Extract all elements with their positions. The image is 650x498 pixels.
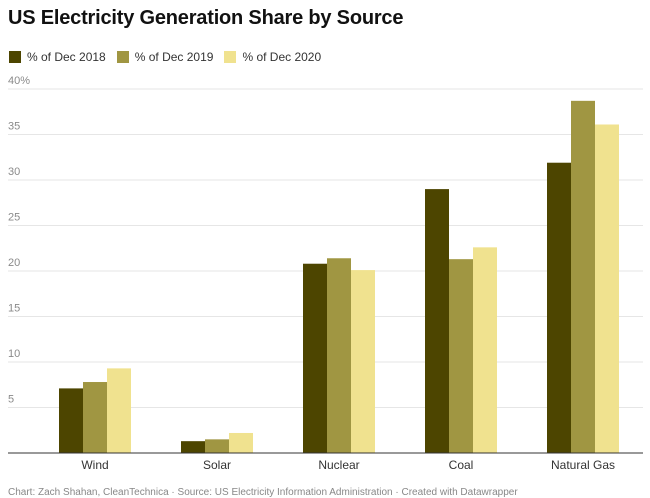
x-tick-label: Coal	[449, 458, 474, 472]
bar	[449, 259, 473, 453]
bar	[473, 247, 497, 453]
legend-item: % of Dec 2019	[116, 50, 214, 64]
bar	[303, 263, 327, 453]
bar	[107, 368, 131, 453]
legend-item: % of Dec 2020	[224, 50, 321, 64]
y-tick-label: 40%	[8, 75, 30, 87]
x-tick-label: Nuclear	[318, 458, 359, 472]
y-tick-label: 30	[8, 166, 20, 178]
y-tick-label: 10	[8, 348, 20, 360]
bar	[351, 270, 375, 453]
bar	[205, 439, 229, 453]
chart-title: US Electricity Generation Share by Sourc…	[8, 7, 404, 29]
bar	[327, 258, 351, 453]
legend-label: % of Dec 2019	[134, 50, 214, 64]
y-tick-label: 5	[8, 394, 14, 406]
chart-legend: % of Dec 2018 % of Dec 2019 % of Dec 2020	[9, 50, 332, 64]
x-tick-label: Solar	[203, 458, 231, 472]
y-tick-label: 20	[8, 257, 20, 269]
legend-item: % of Dec 2018	[9, 50, 106, 64]
legend-swatch	[116, 51, 129, 63]
legend-label: % of Dec 2018	[27, 50, 106, 64]
y-tick-label: 25	[8, 212, 20, 224]
x-tick-label: Wind	[81, 458, 108, 472]
bar	[181, 441, 205, 453]
bar	[425, 189, 449, 453]
bar	[59, 388, 83, 453]
legend-swatch	[9, 51, 21, 63]
bar	[595, 124, 619, 454]
x-tick-label: Natural Gas	[551, 458, 615, 472]
bar	[547, 162, 571, 453]
y-tick-label: 35	[8, 121, 20, 133]
legend-label: % of Dec 2020	[242, 50, 322, 64]
bar	[229, 432, 253, 453]
legend-swatch	[224, 51, 237, 63]
bar	[571, 100, 595, 453]
y-tick-label: 15	[8, 303, 20, 315]
bar	[83, 382, 107, 453]
